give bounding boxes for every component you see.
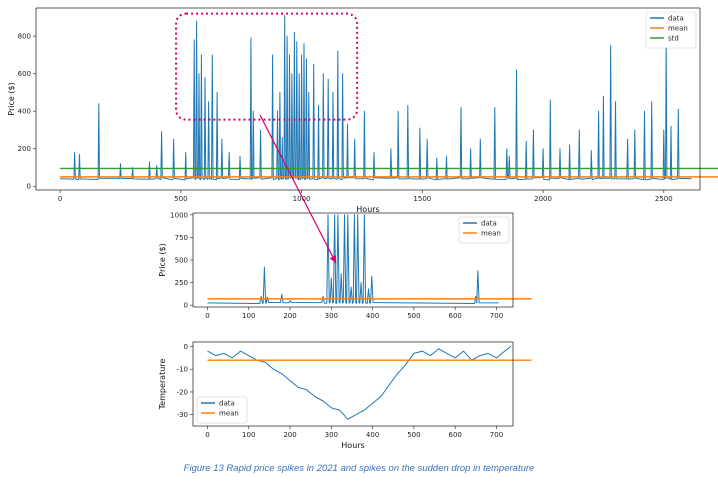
x-tick-label: 100 bbox=[242, 431, 255, 439]
legend-label-std: std bbox=[668, 35, 679, 43]
plot-frame bbox=[192, 341, 514, 427]
legend-label-data: data bbox=[668, 15, 684, 23]
legend-box bbox=[645, 11, 697, 49]
y-tick-label: -20 bbox=[177, 388, 188, 396]
chart-1: 0 500 1000 1500 2000 2500 0 200 400 600 800 Hours Pr… bbox=[7, 7, 718, 214]
highlight-rectangle bbox=[175, 12, 359, 121]
y-tick-label: 250 bbox=[175, 279, 188, 287]
chart-2: 0 100 200 300 400 500 600 700 0 250 500 750 1000 Pric… bbox=[158, 211, 532, 320]
y-tick-label: 750 bbox=[175, 234, 188, 242]
y-axis-label: Price ($) bbox=[7, 82, 16, 115]
x-tick-label: 700 bbox=[490, 431, 503, 439]
y-tick-label: 800 bbox=[18, 33, 31, 41]
x-tick-label: 400 bbox=[366, 431, 379, 439]
plot-frame bbox=[192, 212, 514, 308]
x-tick-label: 500 bbox=[407, 431, 420, 439]
x-axis-label: Hours bbox=[356, 205, 379, 214]
y-tick-label: 0 bbox=[27, 183, 31, 191]
y-tick-label: -10 bbox=[177, 366, 188, 374]
x-tick-label: 500 bbox=[174, 195, 187, 203]
x-tick-label: 0 bbox=[58, 195, 62, 203]
x-tick-label: 500 bbox=[407, 312, 420, 320]
legend-label-data: data bbox=[481, 220, 497, 228]
y-tick-label: 1000 bbox=[170, 211, 188, 219]
plot-frame bbox=[35, 7, 701, 191]
legend: data mean bbox=[458, 216, 510, 244]
series-data-line bbox=[207, 346, 512, 420]
x-tick-label: 2500 bbox=[655, 195, 673, 203]
x-tick-label: 2000 bbox=[534, 195, 552, 203]
legend-label-mean: mean bbox=[481, 230, 501, 238]
y-tick-label: 500 bbox=[175, 257, 188, 265]
zoom-arrow-head bbox=[329, 255, 336, 263]
y-tick-label: 0 bbox=[184, 343, 188, 351]
legend: data mean std bbox=[645, 11, 697, 49]
legend-label-mean: mean bbox=[668, 25, 688, 33]
x-tick-label: 1500 bbox=[413, 195, 431, 203]
y-tick-label: 600 bbox=[18, 70, 31, 78]
x-tick-label: 300 bbox=[325, 431, 338, 439]
y-tick-label: 0 bbox=[184, 302, 188, 310]
zoom-arrow bbox=[259, 114, 337, 264]
x-tick-label: 100 bbox=[242, 312, 255, 320]
x-tick-label: 0 bbox=[205, 431, 209, 439]
y-tick-label: 200 bbox=[18, 145, 31, 153]
y-tick-label: 400 bbox=[18, 108, 31, 116]
legend-label-mean: mean bbox=[219, 410, 239, 418]
legend: data mean bbox=[196, 396, 248, 424]
y-tick-label: -30 bbox=[177, 411, 188, 419]
x-tick-label: 600 bbox=[449, 312, 462, 320]
figure-caption: Figure 13 Rapid price spikes in 2021 and… bbox=[183, 463, 535, 474]
x-tick-label: 700 bbox=[490, 312, 503, 320]
zoom-arrow-line bbox=[259, 114, 337, 264]
series-data-line bbox=[60, 15, 692, 181]
legend-label-data: data bbox=[219, 400, 235, 408]
series-data-line bbox=[207, 214, 499, 304]
y-axis-label: Price ($) bbox=[158, 243, 167, 276]
x-tick-label: 400 bbox=[366, 312, 379, 320]
y-axis-label: Temperature bbox=[158, 359, 167, 411]
x-tick-label: 300 bbox=[325, 312, 338, 320]
x-tick-label: 200 bbox=[283, 431, 296, 439]
x-axis-label: Hours bbox=[341, 441, 364, 450]
chart-3: 0 100 200 300 400 500 600 700 0 -10 -20 -30 Hours Tem… bbox=[158, 341, 532, 450]
x-tick-label: 600 bbox=[449, 431, 462, 439]
x-tick-label: 0 bbox=[205, 312, 209, 320]
x-tick-label: 200 bbox=[283, 312, 296, 320]
x-tick-label: 1000 bbox=[293, 195, 311, 203]
